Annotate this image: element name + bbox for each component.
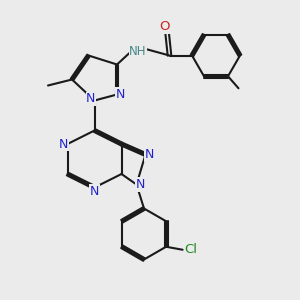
Text: NH: NH [129, 45, 147, 58]
Text: Cl: Cl [184, 243, 197, 256]
Text: N: N [144, 148, 154, 161]
Text: N: N [135, 178, 145, 191]
Text: N: N [59, 137, 69, 151]
Text: N: N [86, 92, 96, 106]
Text: O: O [160, 20, 170, 34]
Text: N: N [90, 184, 99, 198]
Text: N: N [116, 88, 125, 101]
